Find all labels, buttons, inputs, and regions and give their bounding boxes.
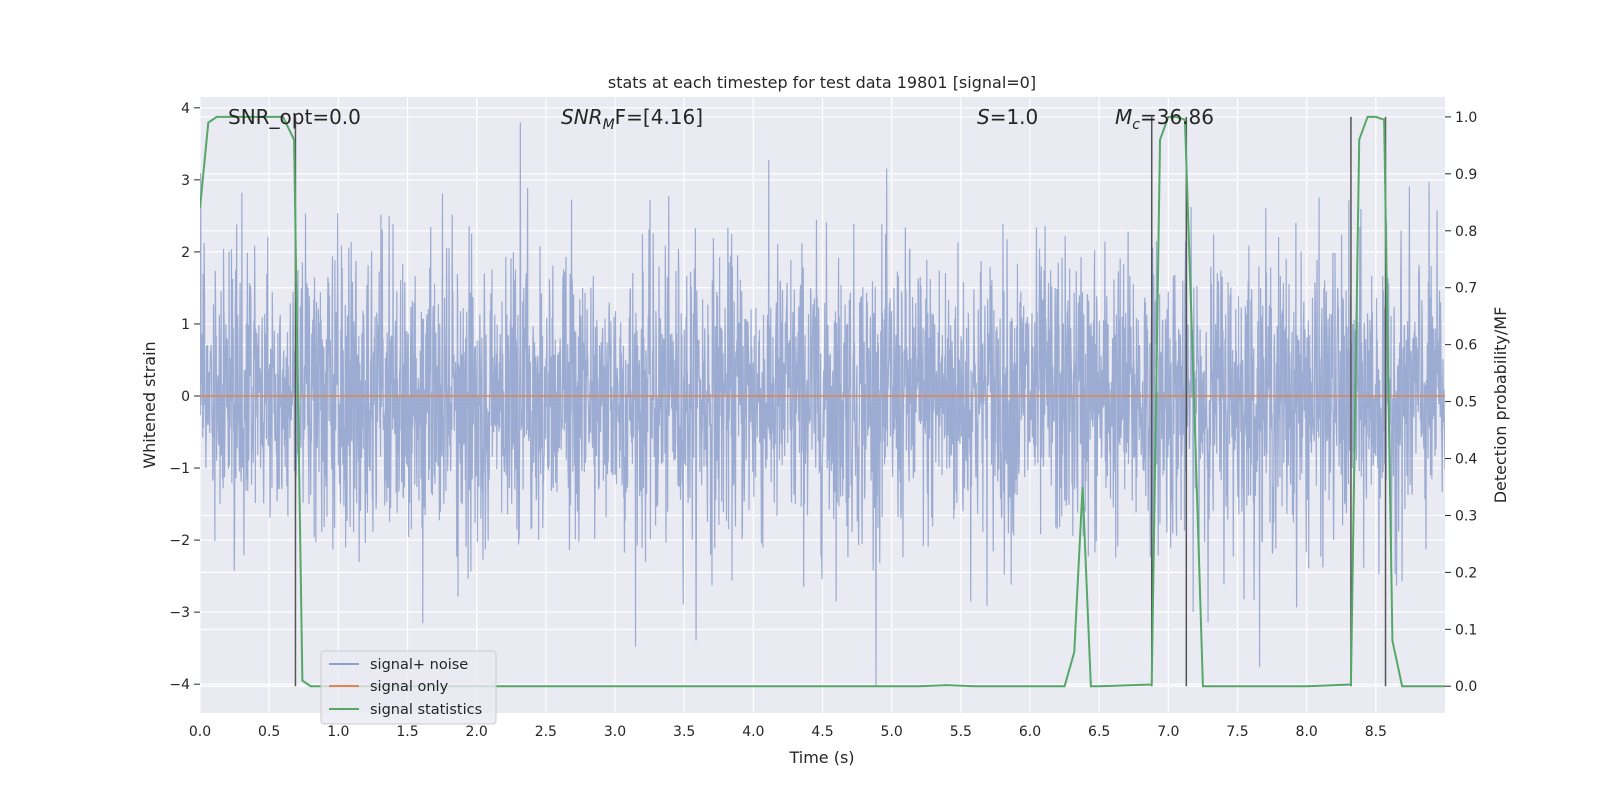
x-tick-label: 8.5	[1365, 724, 1387, 740]
y-tick-label: 3	[181, 173, 190, 189]
y-tick-label: −1	[169, 461, 190, 477]
legend-label-signal-statistics: signal statistics	[370, 702, 482, 718]
mc-prefix: M	[1115, 105, 1132, 129]
y-tick-label: 4	[181, 101, 190, 117]
y2-tick-label: 0.8	[1455, 224, 1477, 240]
y-tick-label: −2	[169, 533, 190, 549]
x-tick-label: 0.5	[258, 724, 280, 740]
y2-tick-label: 0.5	[1455, 395, 1477, 411]
chart-title: stats at each timestep for test data 198…	[608, 73, 1036, 92]
mc-value: =36.86	[1140, 105, 1214, 129]
y2-tick-label: 0.9	[1455, 167, 1477, 183]
snr-opt-annotation: SNR_opt=0.0	[228, 105, 361, 129]
y-tick-label: −4	[169, 677, 190, 693]
y-tick-label: 0	[181, 389, 190, 405]
x-tick-label: 7.5	[1226, 724, 1248, 740]
y2-tick-label: 1.0	[1455, 110, 1477, 126]
x-tick-label: 3.0	[604, 724, 626, 740]
y-tick-label: 2	[181, 245, 190, 261]
signal-statistics-line	[200, 115, 1445, 688]
x-tick-label: 4.0	[742, 724, 764, 740]
snr-mf-annotation: SNRMF=[4.16]	[561, 105, 703, 133]
x-tick-label: 3.5	[673, 724, 695, 740]
snr-mf-suffix: F=[4.16]	[615, 105, 703, 129]
y-axis-label: Whitened strain	[140, 341, 159, 468]
noise-line	[200, 122, 1445, 686]
y-tick-label: −3	[169, 605, 190, 621]
x-tick-label: 6.0	[1019, 724, 1041, 740]
s-prefix: S	[977, 105, 990, 129]
x-tick-label: 8.0	[1296, 724, 1318, 740]
s-annotation: S=1.0	[977, 105, 1038, 129]
y2-tick-label: 0.2	[1455, 565, 1477, 581]
legend-label-signal-noise: signal+ noise	[370, 657, 468, 673]
snr-mf-sub: M	[603, 117, 615, 133]
snr-mf-prefix: SNR	[561, 105, 603, 129]
x-tick-label: 4.5	[811, 724, 833, 740]
s-value: =1.0	[990, 105, 1039, 129]
x-tick-label: 2.0	[466, 724, 488, 740]
y-tick-label: 1	[181, 317, 190, 333]
y2-axis-ticks: 1.0 0.9 0.8 0.7 0.6 0.5 0.4 0.3 0.2 0.1 0.0	[1445, 110, 1477, 695]
mc-annotation: Mc=36.86	[1115, 105, 1214, 133]
legend: signal+ noise signal only signal statist…	[320, 650, 497, 725]
x-tick-label: 6.5	[1088, 724, 1110, 740]
y2-tick-label: 0.3	[1455, 508, 1477, 524]
y2-axis-label: Detection probability/MF	[1491, 307, 1510, 504]
grid	[199, 97, 1445, 713]
y2-tick-label: 0.6	[1455, 338, 1477, 354]
x-tick-label: 5.5	[950, 724, 972, 740]
y2-tick-label: 0.4	[1455, 452, 1477, 468]
x-axis-ticks: 0.0 0.5 1.0 1.5 2.0 2.5 3.0 3.5 4.0 4.5 5.0 5.5 6.0 6…	[189, 724, 1387, 740]
y2-tick-label: 0.0	[1455, 679, 1477, 695]
x-tick-label: 2.5	[535, 724, 557, 740]
y2-tick-label: 0.7	[1455, 281, 1477, 297]
vertical-markers	[294, 116, 1387, 687]
legend-box	[320, 650, 497, 725]
x-tick-label: 1.5	[396, 724, 418, 740]
x-axis-label: Time (s)	[788, 748, 854, 767]
mc-sub: c	[1132, 117, 1140, 133]
noise-series	[200, 122, 1445, 686]
legend-label-signal-only: signal only	[370, 679, 449, 695]
plot-area	[200, 115, 1445, 688]
x-tick-label: 1.0	[327, 724, 349, 740]
signal-statistics-series	[200, 115, 1445, 688]
x-tick-label: 0.0	[189, 724, 211, 740]
y2-tick-label: 0.1	[1455, 622, 1477, 638]
x-tick-label: 7.0	[1157, 724, 1179, 740]
y-axis-ticks: 4 3 2 1 0 −1 −2 −3 −4	[169, 101, 200, 693]
x-tick-label: 5.0	[881, 724, 903, 740]
